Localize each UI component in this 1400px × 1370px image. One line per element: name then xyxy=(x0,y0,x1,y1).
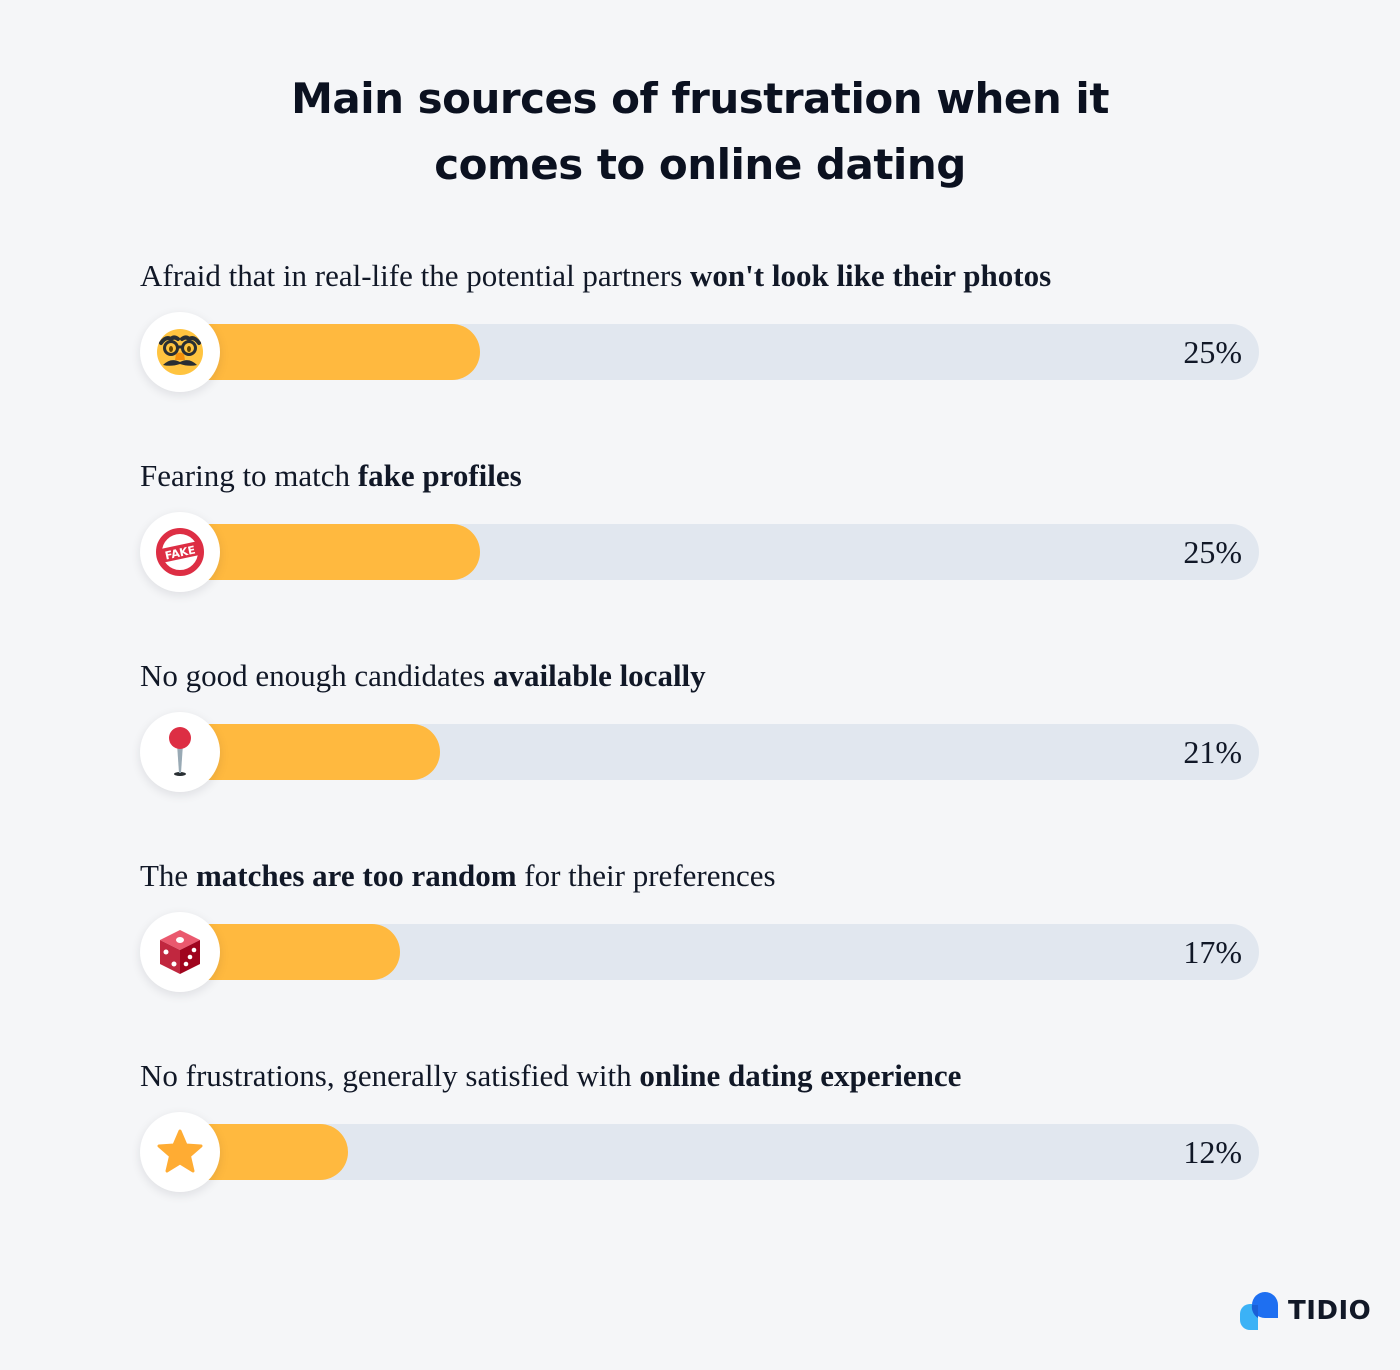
bar-label: The matches are too random for their pre… xyxy=(140,858,776,893)
title-line-1: Main sources of frustration when it xyxy=(291,74,1109,123)
bar-row: No frustrations, generally satisfied wit… xyxy=(140,1054,1260,1254)
chart-title: Main sources of frustration when it come… xyxy=(0,66,1400,198)
bar-value: 25% xyxy=(1183,534,1242,570)
bar-track: 25% xyxy=(180,524,1259,580)
bar-fill xyxy=(180,724,440,780)
logo-text: TIDIO xyxy=(1288,1296,1372,1326)
bar-track: 17% xyxy=(180,924,1259,980)
bar-label: No frustrations, generally satisfied wit… xyxy=(140,1058,962,1093)
bar-label: Fearing to match fake profiles xyxy=(140,458,522,493)
bar-fill xyxy=(180,524,480,580)
title-line-2: comes to online dating xyxy=(434,140,966,189)
pushpin-icon xyxy=(140,712,220,792)
bar-value: 17% xyxy=(1183,934,1242,970)
bar-row: Afraid that in real-life the potential p… xyxy=(140,254,1260,454)
disguised-face-icon xyxy=(140,312,220,392)
bar-track: 12% xyxy=(180,1124,1259,1180)
bar-label: Afraid that in real-life the potential p… xyxy=(140,258,1052,293)
fake-stamp-icon: FAKE xyxy=(140,512,220,592)
svg-text:FAKE: FAKE xyxy=(164,543,197,562)
bar-row: Fearing to match fake profiles 25% FAKE xyxy=(140,454,1260,654)
bar-row: The matches are too random for their pre… xyxy=(140,854,1260,1054)
bar-value: 25% xyxy=(1183,334,1242,370)
bar-track: 25% xyxy=(180,324,1259,380)
dice-icon xyxy=(140,912,220,992)
bar-track: 21% xyxy=(180,724,1259,780)
bar-fill xyxy=(180,324,480,380)
bar-value: 21% xyxy=(1183,734,1242,770)
bar-row: No good enough candidates available loca… xyxy=(140,654,1260,854)
bar-value: 12% xyxy=(1183,1134,1242,1170)
tidio-logo-icon xyxy=(1240,1292,1278,1330)
star-icon xyxy=(140,1112,220,1192)
tidio-logo: TIDIO xyxy=(1240,1292,1371,1330)
bar-label: No good enough candidates available loca… xyxy=(140,658,706,693)
